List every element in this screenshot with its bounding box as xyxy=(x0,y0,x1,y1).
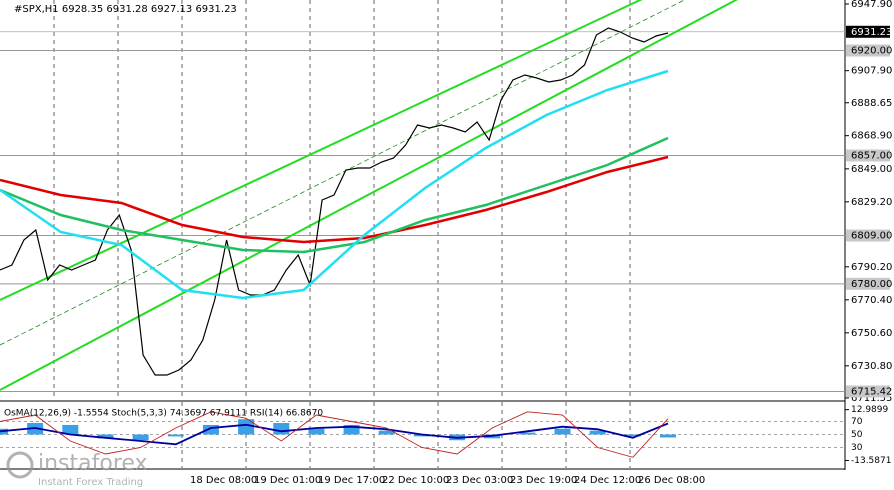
moving-average xyxy=(0,136,669,254)
level-box xyxy=(846,44,890,57)
level-label: 6780.00 xyxy=(851,279,892,290)
main-plot xyxy=(0,0,845,400)
y-tick-label: 6770.40 xyxy=(851,295,892,306)
y-tick-label: 6849.00 xyxy=(851,164,892,175)
level-box xyxy=(846,277,890,290)
osma-bar xyxy=(62,424,79,435)
osma-bar xyxy=(624,434,641,437)
osma-bar xyxy=(202,424,219,435)
x-tick-label: 18 Dec 08:00 xyxy=(190,475,257,486)
channel-line xyxy=(0,0,739,391)
osma-bar xyxy=(554,428,571,435)
oscillator-line xyxy=(0,422,669,446)
indicator-title: OsMA(12,26,9) -1.5554 Stoch(5,3,3) 74.36… xyxy=(4,409,323,419)
indicator-plot xyxy=(0,402,845,468)
level-label: 6809.00 xyxy=(851,231,892,242)
osma-bar xyxy=(238,419,255,435)
level-box xyxy=(846,149,890,162)
osma-bar xyxy=(413,434,430,437)
channel-line xyxy=(0,0,686,346)
osma-bar xyxy=(343,424,360,435)
level-label: 6857.00 xyxy=(851,151,892,162)
axes: 6947.90 6907.90 6888.65 6868.90 6849.00 6829.… xyxy=(190,0,892,486)
watermark-tagline: Instant Forex Trading xyxy=(38,477,143,488)
osma-bar xyxy=(132,434,149,441)
watermark-logo xyxy=(6,451,34,479)
y-tick-label: 12.9899 xyxy=(851,405,888,415)
y2-tick-label: 50 xyxy=(851,430,863,440)
y-tick-label: 6790.20 xyxy=(851,262,892,273)
osma-bar xyxy=(660,434,676,438)
y-tick-label: 6829.20 xyxy=(851,197,892,208)
y-tick-label: 6888.65 xyxy=(851,98,892,109)
osma-bar xyxy=(378,430,395,435)
moving-average xyxy=(0,69,669,300)
osma-bar xyxy=(167,434,184,437)
y-tick-label: -13.5871 xyxy=(851,456,891,466)
osma-bar xyxy=(589,430,606,435)
level-label: 6715.42 xyxy=(851,386,892,397)
level-label: 6920.00 xyxy=(851,46,892,57)
x-tick-label: 24 Dec 12:00 xyxy=(574,475,641,486)
osma-bar xyxy=(273,423,290,435)
level-box xyxy=(846,385,890,398)
x-tick-label: 22 Dec 10:00 xyxy=(382,475,449,486)
osma-bar xyxy=(308,428,325,435)
y-tick-label: 6907.90 xyxy=(851,66,892,77)
current-price-label: 6931.23 xyxy=(851,27,892,38)
level-box xyxy=(846,229,890,242)
y-tick-label: 6947.90 xyxy=(851,0,892,10)
watermark-brand: instaforex xyxy=(38,451,148,476)
watermark: instaforex Instant Forex Trading xyxy=(6,451,148,488)
x-tick-label: 19 Dec 17:00 xyxy=(318,475,385,486)
osma-bar xyxy=(97,434,114,439)
y2-tick-label: 30 xyxy=(851,443,863,453)
y-tick-label: 6730.80 xyxy=(851,361,892,372)
price-line xyxy=(0,27,669,376)
y-tick-label: 6750.60 xyxy=(851,328,892,339)
x-tick-label: 23 Dec 19:00 xyxy=(510,475,577,486)
oscillator-line xyxy=(0,411,669,458)
x-tick-label: 23 Dec 03:00 xyxy=(446,475,513,486)
y2-tick-label: 70 xyxy=(851,417,863,427)
y-tick-label: 6868.90 xyxy=(851,131,892,142)
x-tick-label: 26 Dec 08:00 xyxy=(638,475,705,486)
x-tick-label: 19 Dec 01:00 xyxy=(254,475,321,486)
moving-average xyxy=(0,155,669,244)
osma-bar xyxy=(519,432,536,435)
current-price-box xyxy=(846,25,890,38)
chart-title: #SPX,H1 6928.35 6931.28 6927.13 6931.23 xyxy=(14,4,237,15)
y-tick-label: 6711.55 xyxy=(851,393,892,404)
